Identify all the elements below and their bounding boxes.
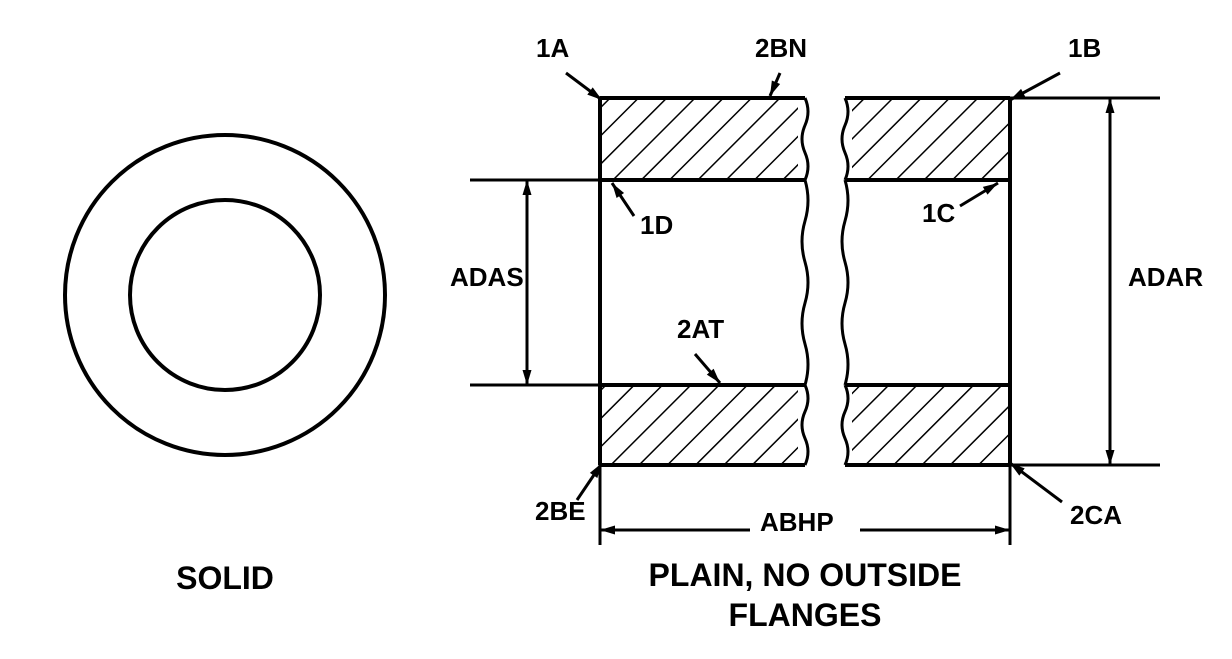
callout-1c-label: 1C bbox=[922, 198, 955, 229]
dimension-adas-label: ADAS bbox=[450, 262, 524, 293]
dimension-adar-label: ADAR bbox=[1128, 262, 1203, 293]
right-caption: PLAIN, NO OUTSIDE FLANGES bbox=[555, 555, 1055, 635]
callout-1a-label: 1A bbox=[536, 33, 569, 64]
callout-2at-label: 2AT bbox=[677, 314, 724, 345]
callout-2be-label: 2BE bbox=[535, 496, 586, 527]
left-caption: SOLID bbox=[60, 560, 390, 597]
callout-1d-label: 1D bbox=[640, 210, 673, 241]
callout-1b-label: 1B bbox=[1068, 33, 1101, 64]
callout-2bn-label: 2BN bbox=[755, 33, 807, 64]
dimension-abhp-label: ABHP bbox=[760, 507, 834, 538]
drawing-canvas: SOLID PLAIN, NO OUTSIDE FLANGES ADAS ADA… bbox=[0, 0, 1232, 659]
callout-2ca-label: 2CA bbox=[1070, 500, 1122, 531]
